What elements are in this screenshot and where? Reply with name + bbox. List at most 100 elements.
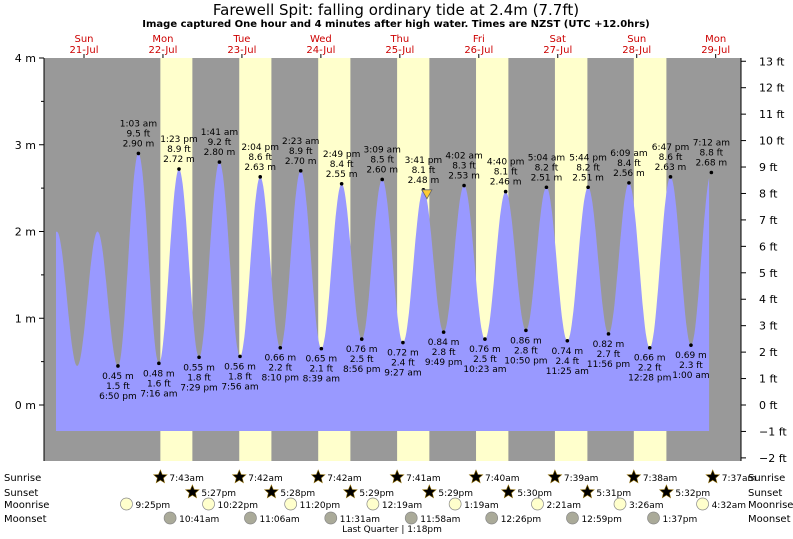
moonrise-time-label: 10:22pm	[218, 501, 258, 511]
extreme-point	[668, 175, 673, 179]
y-right-tick-label: 11 ft	[759, 108, 785, 121]
high-metres-label: 2.48 m	[408, 176, 440, 186]
day-name-label: Thu	[389, 34, 409, 45]
moon-phase-label: Last Quarter | 1:18pm	[342, 525, 442, 535]
low-time-label: 9:49 pm	[425, 358, 463, 368]
sunrise-icon	[468, 469, 484, 484]
low-feet-label: 2.5 ft	[350, 355, 374, 365]
moonrise-time-label: 3:26am	[629, 501, 664, 511]
high-metres-label: 2.51 m	[531, 173, 563, 183]
sunrise-icon	[152, 469, 168, 484]
day-name-label: Sun	[74, 34, 93, 45]
high-time-label: 7:12 am	[693, 139, 730, 149]
moonset-time-label: 11:06am	[259, 515, 299, 525]
moonset-time-label: 1:37pm	[663, 515, 698, 525]
high-time-label: 6:47 pm	[652, 143, 690, 153]
extreme-point	[238, 354, 242, 359]
sunset-row-label-right: Sunset	[748, 488, 782, 499]
high-time-label: 4:02 am	[445, 152, 482, 162]
y-right-tick-label: 8 ft	[759, 187, 778, 200]
day-date-label: 22-Jul	[148, 45, 177, 56]
low-time-label: 11:56 pm	[587, 360, 630, 370]
tide-extreme-labels: 0.45 m1.5 ft6:50 pm 1:03 am9.5 ft2.90 m 0.…	[99, 119, 730, 402]
high-time-label: 6:09 am	[610, 149, 647, 159]
moonset-time-label: 10:41am	[179, 515, 219, 525]
low-metres-label: 0.84 m	[428, 338, 460, 348]
high-time-label: 3:09 am	[364, 145, 401, 155]
day-name-label: Mon	[705, 34, 726, 45]
day-date-label: 26-Jul	[464, 45, 493, 56]
high-time-label: 3:41 pm	[405, 156, 443, 166]
y-right-tick-label: 0 ft	[759, 399, 778, 412]
sunset-time-label: 5:28pm	[280, 489, 315, 499]
y-right-tick-label: 13 ft	[759, 55, 785, 68]
moonset-icon	[163, 511, 177, 525]
low-time-label: 8:10 pm	[261, 374, 299, 384]
extreme-point	[709, 170, 714, 175]
high-feet-label: 8.9 ft	[167, 145, 191, 155]
moonset-time-label: 12:26pm	[501, 515, 541, 525]
low-metres-label: 0.65 m	[306, 355, 338, 365]
high-feet-label: 8.2 ft	[535, 163, 559, 173]
y-left-tick-label: 3 m	[15, 139, 36, 152]
extreme-point	[359, 337, 364, 341]
moonrise-row-label-right: Moonrise	[748, 500, 793, 511]
high-time-label: 2:04 pm	[241, 143, 279, 153]
low-time-label: 10:23 am	[463, 365, 506, 375]
extreme-point	[177, 167, 181, 171]
extreme-point	[339, 181, 344, 186]
high-metres-label: 2.63 m	[244, 163, 276, 173]
low-metres-label: 0.55 m	[183, 363, 215, 373]
high-feet-label: 8.8 ft	[700, 149, 724, 159]
extreme-point	[565, 339, 570, 343]
low-feet-label: 2.2 ft	[268, 364, 292, 374]
y-right-tick-label: 2 ft	[759, 346, 778, 359]
low-metres-label: 0.66 m	[634, 354, 666, 364]
moonset-icon	[324, 511, 338, 525]
y-left-tick-label: 0 m	[15, 399, 36, 412]
low-feet-label: 2.2 ft	[638, 364, 662, 374]
y-right-tick-label: 7 ft	[759, 214, 778, 227]
moonset-time-label: 11:58am	[420, 515, 460, 525]
high-time-label: 2:49 pm	[323, 150, 361, 160]
y-right-tick-label: 4 ft	[759, 293, 778, 306]
high-feet-label: 8.1 ft	[494, 168, 518, 178]
extreme-point	[689, 343, 693, 347]
y-right-tick-label: −1 ft	[759, 425, 787, 438]
day-date-label: 27-Jul	[543, 45, 572, 56]
high-metres-label: 2.56 m	[613, 169, 645, 179]
extreme-point	[136, 151, 141, 156]
high-feet-label: 8.6 ft	[248, 153, 272, 163]
y-right-tick-label: 9 ft	[759, 161, 778, 174]
moonrise-time-label: 11:20pm	[300, 501, 340, 511]
high-metres-label: 2.80 m	[204, 148, 236, 158]
sunset-time-label: 5:27pm	[201, 489, 236, 499]
extreme-point	[278, 345, 283, 350]
high-feet-label: 9.5 ft	[127, 129, 151, 139]
low-metres-label: 0.86 m	[510, 336, 542, 346]
moonrise-icon	[202, 497, 215, 511]
high-time-label: 5:44 pm	[569, 153, 607, 163]
day-name-label: Mon	[152, 34, 173, 45]
low-feet-label: 2.1 ft	[309, 365, 333, 375]
y-right-tick-label: 3 ft	[759, 320, 778, 333]
high-feet-label: 8.4 ft	[617, 159, 641, 169]
sunrise-time-label: 7:43am	[169, 474, 204, 484]
moonrise-time-label: 12:19am	[382, 501, 422, 511]
sunrise-icon	[231, 469, 247, 484]
chart-subtitle: Image captured One hour and 4 minutes af…	[142, 19, 649, 30]
y-right-tick-label: −2 ft	[759, 452, 787, 465]
low-feet-label: 2.5 ft	[473, 355, 497, 365]
high-metres-label: 2.51 m	[572, 173, 604, 183]
extreme-point	[157, 361, 161, 366]
moonrise-time-label: 4:32am	[712, 501, 747, 511]
low-time-label: 12:28 pm	[628, 374, 671, 384]
high-metres-label: 2.53 m	[448, 172, 480, 182]
extreme-point	[116, 364, 120, 368]
day-date-label: 28-Jul	[622, 45, 651, 56]
high-time-label: 4:40 pm	[487, 158, 525, 168]
low-time-label: 8:39 am	[303, 375, 340, 385]
sunrise-icon	[547, 469, 563, 484]
high-time-label: 5:04 am	[528, 153, 565, 163]
high-feet-label: 8.2 ft	[576, 163, 600, 173]
